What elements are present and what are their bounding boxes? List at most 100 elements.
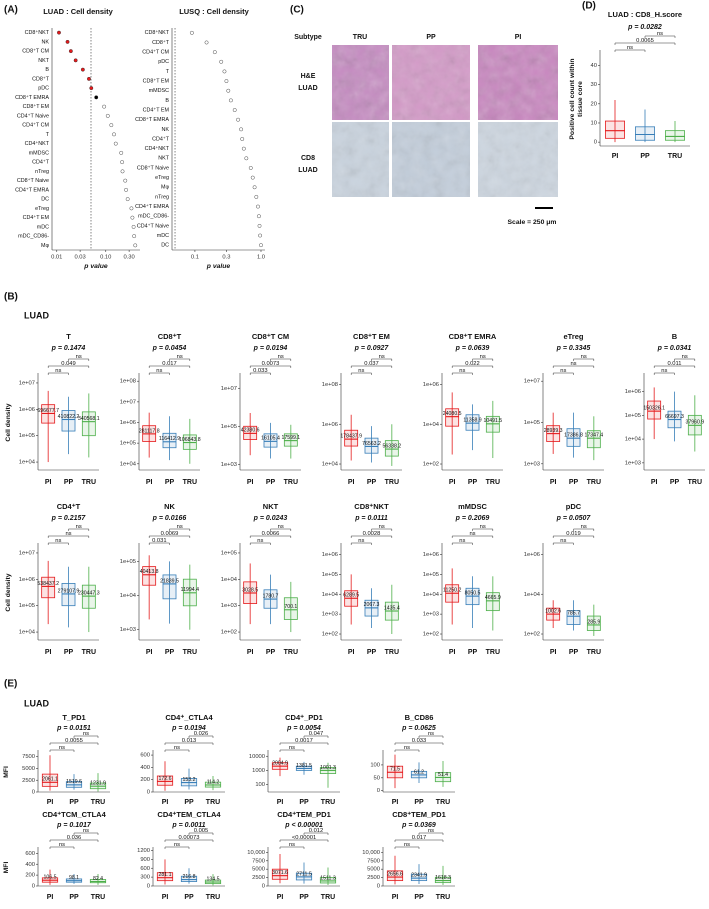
bracket: [47, 542, 69, 545]
row-label: CD8: [301, 155, 315, 162]
y-tick-label: 200: [25, 873, 35, 879]
y-tick-label: 1e+06: [322, 422, 338, 428]
bracket-label: 0.031: [152, 538, 167, 544]
median-label: 1002.6: [545, 608, 561, 614]
bracket-label: 0.037: [364, 361, 379, 367]
x-tick-label: PP: [69, 894, 79, 901]
bracket-label: 0.017: [412, 835, 427, 841]
y-tick-label: 300: [140, 875, 150, 881]
y-tick-label: 1000: [252, 768, 265, 774]
y-tick-label: 1e+06: [423, 382, 439, 388]
bracket-label: ns: [65, 531, 71, 537]
category-label: Mφ: [41, 243, 49, 249]
y-tick-label: 1e+07: [221, 386, 237, 392]
category-label: CD4⁺T: [152, 136, 170, 142]
bracket: [68, 358, 90, 361]
bracket: [371, 358, 393, 361]
y-tick-label: 1e+06: [524, 552, 540, 558]
category-label: mMDSC: [29, 150, 49, 156]
point: [94, 95, 99, 100]
chart-title: LUSQ : Cell density: [179, 7, 249, 16]
bracket-label: ns: [459, 368, 465, 374]
y-tick-label: 1e+06: [120, 420, 136, 426]
bracket-label: ns: [59, 745, 65, 751]
x-tick-label: TRU: [206, 799, 220, 806]
median-label: 2067.3: [364, 602, 380, 608]
panel-label: (D): [582, 1, 596, 12]
chart-subtitle: p = 0.0369: [401, 822, 436, 829]
bracket: [472, 358, 494, 361]
category-label: CD8⁺T: [32, 76, 50, 82]
y-tick-label: 1e+08: [322, 382, 338, 388]
bracket: [164, 749, 190, 752]
box: [61, 410, 76, 432]
box: [271, 868, 289, 880]
x-tick-label: PP: [468, 479, 478, 486]
x-tick-label: 0.01: [51, 255, 62, 261]
chart-title: CD4⁺_CTLA4: [165, 713, 213, 722]
x-tick-label: TRU: [486, 649, 500, 656]
bracket: [249, 535, 292, 538]
box: [61, 582, 76, 607]
bracket: [552, 542, 574, 545]
bracket-label: ns: [459, 538, 465, 544]
bracket: [49, 846, 75, 849]
chart-title: T: [66, 332, 71, 341]
bracket: [279, 846, 305, 849]
box: [81, 411, 96, 437]
y-tick-label: 1e+04: [625, 437, 642, 443]
bracket-label: ns: [83, 828, 89, 834]
point: [120, 169, 125, 174]
category-label: CD8⁺NKT: [145, 30, 170, 36]
chart-subtitle: p = 0.0194: [253, 345, 288, 352]
chart-subtitle: p = 0.0507: [556, 515, 592, 522]
row-label: LUAD: [298, 85, 317, 92]
category-label: mDC: [37, 224, 49, 230]
y-tick-label: 1e+07: [120, 399, 136, 405]
y-tick-label: 1e+02: [423, 462, 439, 468]
median-label: 700.1: [284, 604, 297, 610]
bracket: [279, 749, 305, 752]
x-tick-label: PP: [266, 649, 276, 656]
bracket: [451, 542, 473, 545]
box: [665, 130, 686, 141]
y-tick-label: 7500: [22, 754, 35, 760]
y-tick-label: 100: [255, 782, 265, 788]
y-tick-label: 1e+05: [221, 424, 237, 430]
median-label: 71.5: [390, 767, 400, 773]
median-label: 61.2: [414, 769, 424, 775]
point: [129, 206, 134, 211]
bracket-label: ns: [76, 354, 82, 360]
x-tick-label: TRU: [206, 894, 220, 901]
box: [41, 773, 59, 787]
category-label: DC: [41, 197, 49, 203]
y-tick-label: 400: [25, 862, 35, 868]
y-tick-label: 1e+05: [524, 420, 540, 426]
row-label: LUAD: [298, 167, 317, 174]
bracket-label: ns: [83, 731, 89, 737]
y-tick-label: 7500: [367, 858, 380, 864]
y-tick-label: 1e+03: [322, 612, 338, 618]
median-label: 1511.3: [320, 875, 336, 881]
x-axis-label: p value: [83, 263, 108, 270]
x-tick-label: TRU: [668, 153, 682, 160]
category-label: CD8⁺T Naive: [17, 178, 49, 184]
median-label: 281.1: [159, 872, 172, 878]
median-label: 3028.5: [242, 587, 258, 593]
bracket-label: ns: [358, 538, 364, 544]
chart-subtitle: p = 0.0927: [354, 345, 390, 352]
chart-subtitle: p = 0.2069: [455, 515, 490, 522]
x-tick-label: TRU: [385, 479, 399, 486]
bracket-label: ns: [174, 745, 180, 751]
histology-panel: Subtype TRU PP PI H&E LUAD CD8 LUAD Scal…: [294, 34, 558, 226]
chart-title: CD8⁺T EM: [353, 332, 390, 341]
y-tick-label: 1e+03: [625, 460, 641, 466]
bracket: [164, 839, 214, 842]
y-tick-label: 1e+03: [423, 612, 439, 618]
median-label: 21839.5: [160, 578, 179, 584]
category-label: CD4⁺T CM: [22, 123, 49, 129]
x-tick-label: PI: [247, 649, 254, 656]
bracket: [573, 528, 595, 531]
median-label: 2004.9: [272, 761, 288, 767]
chart-title: CD8⁺T EMRA: [449, 332, 497, 341]
